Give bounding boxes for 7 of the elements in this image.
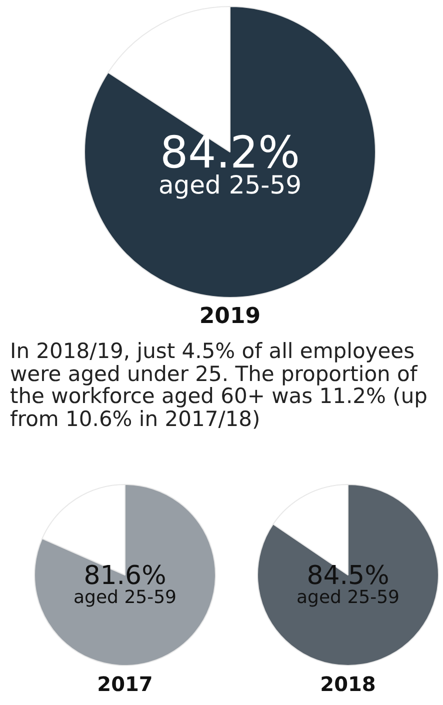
text: 2019 [198,304,262,329]
slice-label: aged 25-59 [158,170,302,200]
text: In 2018/19, just 4.5% of all employees were aged under 25. The proportion of the workforce aged 60+ was 11.2% (up from 10.6% in 2017/18) [10,339,429,432]
slice-label: aged 25-59 [296,587,400,608]
text: 2018 [319,672,377,696]
text: 2017 [96,672,154,696]
slice-label: aged 25-59 [74,587,176,608]
